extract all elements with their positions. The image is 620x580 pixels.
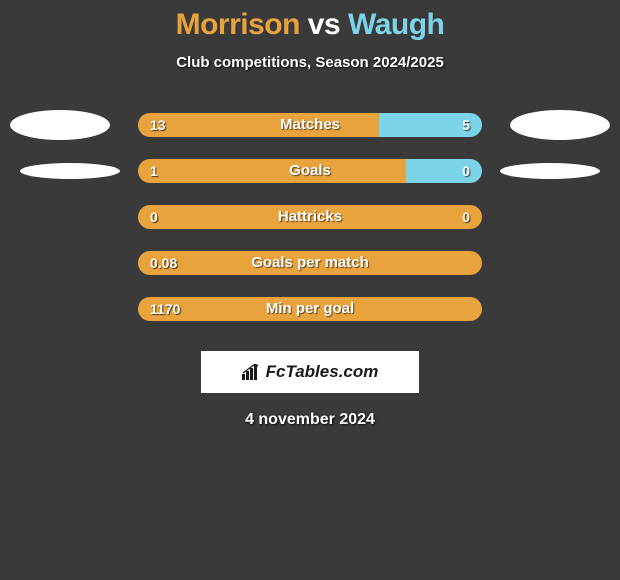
stat-label: Goals bbox=[138, 159, 482, 183]
stat-left-value: 0 bbox=[150, 205, 158, 229]
bar-track: 13 Matches 5 bbox=[138, 113, 482, 137]
page-title: Morrison vs Waugh bbox=[0, 8, 620, 42]
bar-track: 0.08 Goals per match bbox=[138, 251, 482, 275]
logo-box: FcTables.com bbox=[201, 351, 419, 393]
comparison-card: Morrison vs Waugh Club competitions, Sea… bbox=[0, 0, 620, 429]
stat-right-value: 0 bbox=[462, 205, 470, 229]
stat-row-min-per-goal: 1170 Min per goal bbox=[0, 297, 620, 321]
stat-row-matches: 13 Matches 5 bbox=[0, 113, 620, 137]
stats-rows: 13 Matches 5 1 Goals 0 0 Hattricks bbox=[0, 113, 620, 321]
player1-name: Morrison bbox=[176, 8, 300, 41]
stat-row-goals: 1 Goals 0 bbox=[0, 159, 620, 183]
stat-left-value: 1170 bbox=[150, 297, 180, 321]
player2-avatar bbox=[510, 110, 610, 140]
bar-track: 1 Goals 0 bbox=[138, 159, 482, 183]
logo: FcTables.com bbox=[242, 362, 379, 382]
logo-text: FcTables.com bbox=[266, 362, 379, 382]
date-label: 4 november 2024 bbox=[0, 411, 620, 429]
bar-track: 1170 Min per goal bbox=[138, 297, 482, 321]
stat-row-hattricks: 0 Hattricks 0 bbox=[0, 205, 620, 229]
bar-track: 0 Hattricks 0 bbox=[138, 205, 482, 229]
player2-avatar-small bbox=[500, 163, 600, 179]
subtitle: Club competitions, Season 2024/2025 bbox=[0, 54, 620, 71]
stat-right-value: 5 bbox=[462, 113, 470, 137]
player1-avatar-small bbox=[20, 163, 120, 179]
stat-label: Hattricks bbox=[138, 205, 482, 229]
stat-label: Matches bbox=[138, 113, 482, 137]
stat-right-value: 0 bbox=[462, 159, 470, 183]
stat-left-value: 0.08 bbox=[150, 251, 177, 275]
stat-left-value: 13 bbox=[150, 113, 166, 137]
stat-label: Min per goal bbox=[138, 297, 482, 321]
vs-separator: vs bbox=[308, 8, 340, 41]
stat-label: Goals per match bbox=[138, 251, 482, 275]
stat-row-goals-per-match: 0.08 Goals per match bbox=[0, 251, 620, 275]
stat-left-value: 1 bbox=[150, 159, 158, 183]
player2-name: Waugh bbox=[348, 8, 444, 41]
player1-avatar bbox=[10, 110, 110, 140]
bars-icon bbox=[242, 364, 262, 380]
